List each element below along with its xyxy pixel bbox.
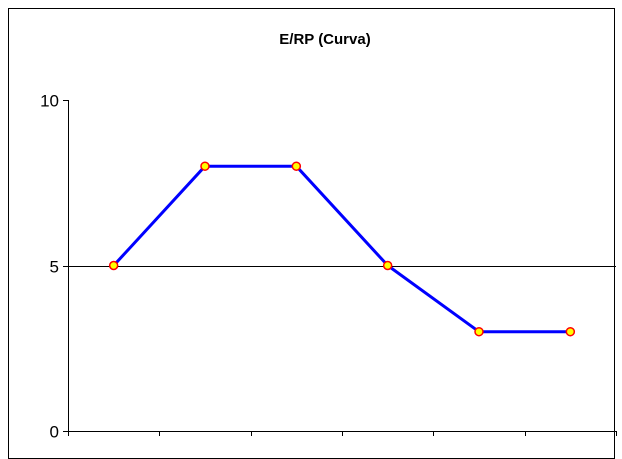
data-point [565, 326, 576, 337]
data-point [382, 260, 393, 271]
y-tick-label: 5 [50, 258, 59, 277]
data-point [108, 260, 119, 271]
data-point [200, 161, 210, 171]
y-axis-ticks: 0 5 10 [40, 92, 68, 442]
y-tick-label: 10 [40, 92, 59, 111]
data-point [474, 326, 484, 337]
y-tick-label: 0 [50, 423, 59, 442]
series-group [108, 161, 576, 337]
chart-title: E/RP (Curva) [279, 31, 370, 48]
chart-border [8, 8, 615, 459]
x-axis-ticks [68, 431, 617, 436]
series-line [112, 164, 571, 334]
data-point [291, 161, 302, 171]
